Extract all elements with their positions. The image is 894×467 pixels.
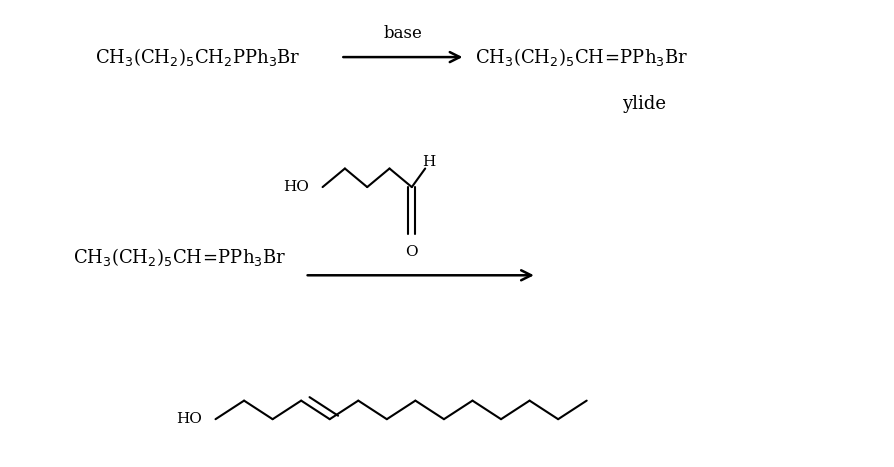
Text: H: H <box>422 155 435 169</box>
Text: ylide: ylide <box>621 94 665 113</box>
Text: CH$_3$(CH$_2$)$_5$CH$_2$PPh$_3$Br: CH$_3$(CH$_2$)$_5$CH$_2$PPh$_3$Br <box>95 46 300 68</box>
Text: CH$_3$(CH$_2$)$_5$CH$\!=\!$PPh$_3$Br: CH$_3$(CH$_2$)$_5$CH$\!=\!$PPh$_3$Br <box>474 46 687 68</box>
Text: O: O <box>405 245 417 259</box>
Text: HO: HO <box>176 412 202 426</box>
Text: HO: HO <box>283 180 308 194</box>
Text: base: base <box>383 25 422 42</box>
Text: CH$_3$(CH$_2$)$_5$CH$\!=\!$PPh$_3$Br: CH$_3$(CH$_2$)$_5$CH$\!=\!$PPh$_3$Br <box>72 246 285 268</box>
